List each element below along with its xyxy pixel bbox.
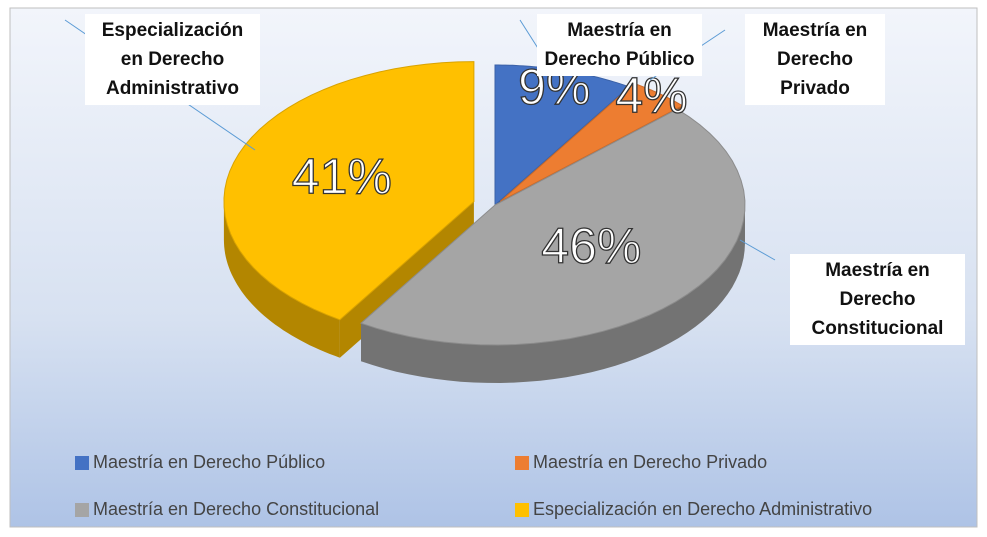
callout: Especialización en Derecho Administrativ… <box>85 14 260 105</box>
slice <box>499 82 684 202</box>
legend: Maestría en Derecho Público Maestría en D… <box>75 452 872 519</box>
value-label: 4% <box>615 67 687 123</box>
value-label: 46% <box>541 218 641 274</box>
leader-line <box>739 239 776 261</box>
legend-label: Especialización en Derecho Administrativ… <box>533 499 872 519</box>
legend-label: Maestría en Derecho Público <box>93 452 325 472</box>
value-label: 41% <box>292 148 392 204</box>
legend-label: Maestría en Derecho Constitucional <box>93 499 379 519</box>
legend-label: Maestría en Derecho Privado <box>533 452 767 472</box>
slice <box>360 108 746 346</box>
pie: 9% 4%46%41% <box>64 19 776 383</box>
callout: Maestría en Derecho Privado <box>745 14 885 105</box>
legend-swatch <box>75 503 89 517</box>
slice <box>223 61 475 321</box>
legend-swatch <box>515 503 529 517</box>
legend-swatch <box>515 456 529 470</box>
legend-swatch <box>75 456 89 470</box>
slice-side <box>361 205 745 383</box>
slice-side <box>223 201 340 358</box>
callout: Maestría en Derecho Constitucional <box>790 254 965 345</box>
callout: Maestría en Derecho Público <box>537 14 702 76</box>
